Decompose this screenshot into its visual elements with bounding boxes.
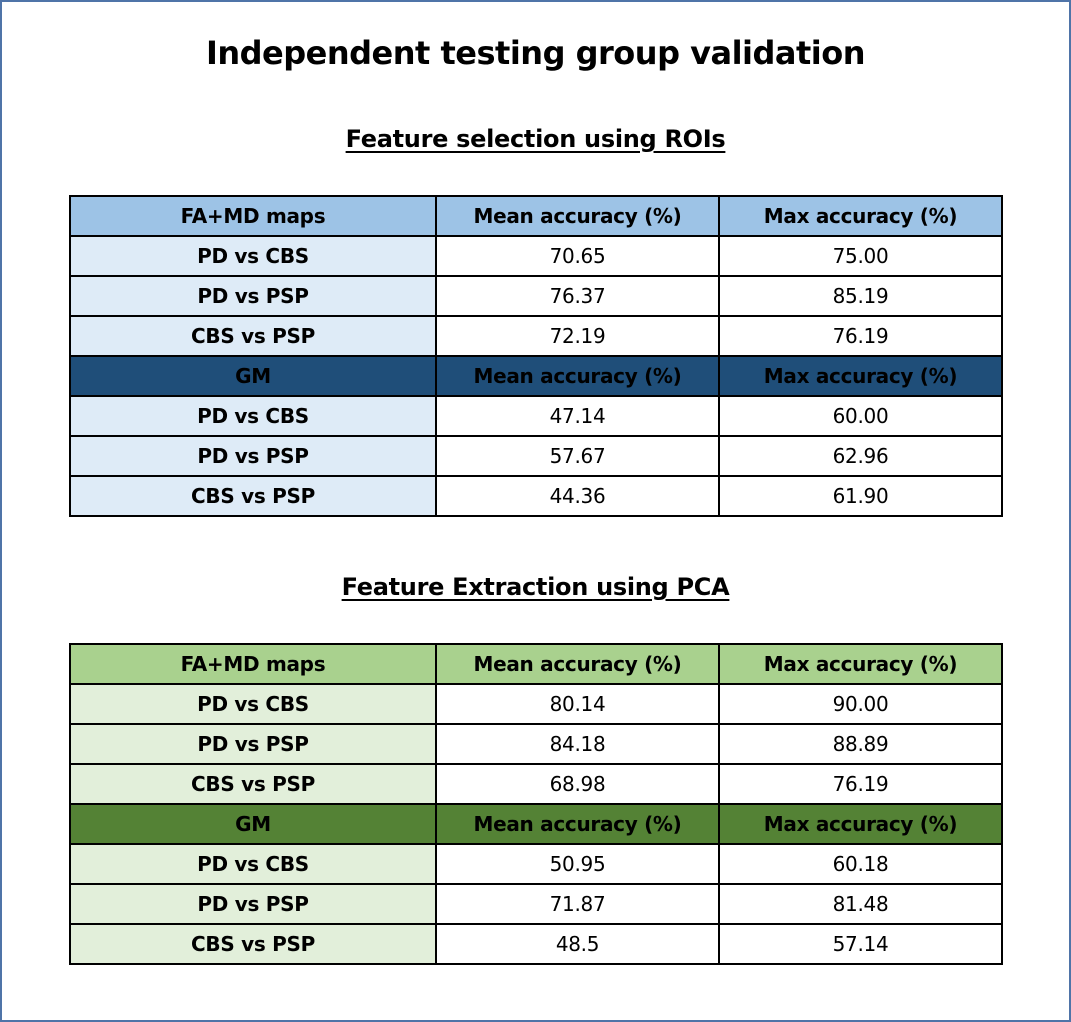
table-header-row: FA+MD maps Mean accuracy (%) Max accurac… — [69, 643, 1003, 685]
row-label: PD vs PSP — [69, 435, 437, 477]
table-row: PD vs PSP 76.37 85.19 — [69, 275, 1003, 317]
table-header-row: FA+MD maps Mean accuracy (%) Max accurac… — [69, 195, 1003, 237]
max-accuracy-value: 76.19 — [718, 763, 1003, 805]
header-cell: Max accuracy (%) — [718, 803, 1003, 845]
table-row: PD vs CBS 80.14 90.00 — [69, 683, 1003, 725]
row-label: PD vs CBS — [69, 235, 437, 277]
table-row: PD vs PSP 57.67 62.96 — [69, 435, 1003, 477]
mean-accuracy-value: 47.14 — [435, 395, 720, 437]
row-label: PD vs PSP — [69, 275, 437, 317]
max-accuracy-value: 85.19 — [718, 275, 1003, 317]
table-row: PD vs CBS 70.65 75.00 — [69, 235, 1003, 277]
max-accuracy-value: 90.00 — [718, 683, 1003, 725]
mean-accuracy-value: 71.87 — [435, 883, 720, 925]
header-cell: FA+MD maps — [69, 643, 437, 685]
header-cell: Mean accuracy (%) — [435, 195, 720, 237]
mean-accuracy-value: 68.98 — [435, 763, 720, 805]
table-row: CBS vs PSP 72.19 76.19 — [69, 315, 1003, 357]
mean-accuracy-value: 80.14 — [435, 683, 720, 725]
page-title: Independent testing group validation — [205, 34, 866, 72]
table-row: CBS vs PSP 68.98 76.19 — [69, 763, 1003, 805]
roi-accuracy-table: FA+MD maps Mean accuracy (%) Max accurac… — [69, 195, 1003, 517]
pca-accuracy-table: FA+MD maps Mean accuracy (%) Max accurac… — [69, 643, 1003, 965]
header-cell: Max accuracy (%) — [718, 195, 1003, 237]
max-accuracy-value: 75.00 — [718, 235, 1003, 277]
mean-accuracy-value: 50.95 — [435, 843, 720, 885]
max-accuracy-value: 61.90 — [718, 475, 1003, 517]
mean-accuracy-value: 76.37 — [435, 275, 720, 317]
max-accuracy-value: 76.19 — [718, 315, 1003, 357]
table-row: PD vs CBS 47.14 60.00 — [69, 395, 1003, 437]
row-label: PD vs CBS — [69, 395, 437, 437]
header-cell: Mean accuracy (%) — [435, 355, 720, 397]
max-accuracy-value: 88.89 — [718, 723, 1003, 765]
mean-accuracy-value: 57.67 — [435, 435, 720, 477]
row-label: CBS vs PSP — [69, 475, 437, 517]
max-accuracy-value: 60.18 — [718, 843, 1003, 885]
max-accuracy-value: 57.14 — [718, 923, 1003, 965]
row-label: PD vs PSP — [69, 723, 437, 765]
row-label: CBS vs PSP — [69, 315, 437, 357]
row-label: CBS vs PSP — [69, 763, 437, 805]
mean-accuracy-value: 72.19 — [435, 315, 720, 357]
max-accuracy-value: 81.48 — [718, 883, 1003, 925]
header-cell: GM — [69, 803, 437, 845]
row-label: PD vs CBS — [69, 843, 437, 885]
table-header-row: GM Mean accuracy (%) Max accuracy (%) — [69, 803, 1003, 845]
max-accuracy-value: 60.00 — [718, 395, 1003, 437]
header-cell: Max accuracy (%) — [718, 355, 1003, 397]
section-title-roi: Feature selection using ROIs — [345, 125, 726, 153]
table-row: CBS vs PSP 48.5 57.14 — [69, 923, 1003, 965]
row-label: CBS vs PSP — [69, 923, 437, 965]
mean-accuracy-value: 70.65 — [435, 235, 720, 277]
header-cell: Max accuracy (%) — [718, 643, 1003, 685]
table-header-row: GM Mean accuracy (%) Max accuracy (%) — [69, 355, 1003, 397]
table-row: CBS vs PSP 44.36 61.90 — [69, 475, 1003, 517]
row-label: PD vs PSP — [69, 883, 437, 925]
max-accuracy-value: 62.96 — [718, 435, 1003, 477]
header-cell: Mean accuracy (%) — [435, 643, 720, 685]
mean-accuracy-value: 48.5 — [435, 923, 720, 965]
header-cell: GM — [69, 355, 437, 397]
table-row: PD vs PSP 84.18 88.89 — [69, 723, 1003, 765]
mean-accuracy-value: 84.18 — [435, 723, 720, 765]
table-row: PD vs CBS 50.95 60.18 — [69, 843, 1003, 885]
mean-accuracy-value: 44.36 — [435, 475, 720, 517]
row-label: PD vs CBS — [69, 683, 437, 725]
table-row: PD vs PSP 71.87 81.48 — [69, 883, 1003, 925]
header-cell: Mean accuracy (%) — [435, 803, 720, 845]
section-title-pca: Feature Extraction using PCA — [341, 573, 730, 601]
header-cell: FA+MD maps — [69, 195, 437, 237]
